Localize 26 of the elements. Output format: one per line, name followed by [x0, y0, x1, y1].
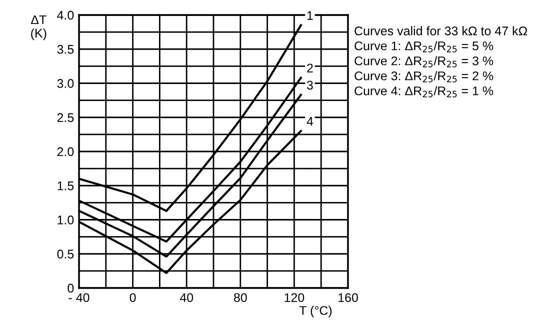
- x-tick-label: 80: [234, 293, 247, 302]
- x-axis-title: T (°C): [299, 306, 332, 318]
- y-tick-label: 1.5: [58, 182, 74, 190]
- x-tick-label: 0: [130, 293, 136, 302]
- y-tick-label: 2.5: [57, 113, 74, 122]
- y-tick-label: 1.0: [58, 216, 74, 224]
- y-tick-label: 3.5: [57, 44, 74, 54]
- x-tick-label: 160: [338, 293, 358, 302]
- y-tick-label: 0.5: [57, 250, 74, 259]
- text: Curve 3: ΔR$_{25}$/R$_{25}$ = 2 %: [354, 71, 494, 82]
- text: Curve 2: ΔR$_{25}$/R$_{25}$ = 3 %: [354, 56, 494, 68]
- x-tick-label: - 40: [68, 293, 90, 302]
- y-tick-label: 0: [68, 284, 74, 293]
- text: Curves valid for 33 kΩ to 47 kΩ: [354, 26, 528, 36]
- text: Curve 1: ΔR$_{25}$/R$_{25}$ = 5 %: [354, 41, 494, 52]
- y-axis-title: ΔT (K): [31, 15, 46, 40]
- y-tick-label: 4.0: [57, 10, 74, 20]
- x-tick-label: 40: [180, 293, 194, 302]
- series-label: 2: [307, 64, 313, 72]
- series-label: 1: [307, 11, 313, 20]
- y-tick-label: 2.0: [57, 147, 74, 156]
- text: Curve 4: ΔR$_{25}$/R$_{25}$ = 1 %: [354, 86, 494, 98]
- x-tick-label: 120: [284, 293, 304, 302]
- series-label: 3: [306, 80, 313, 90]
- series-label: 4: [306, 117, 314, 126]
- y-tick-label: 3.0: [57, 79, 74, 88]
